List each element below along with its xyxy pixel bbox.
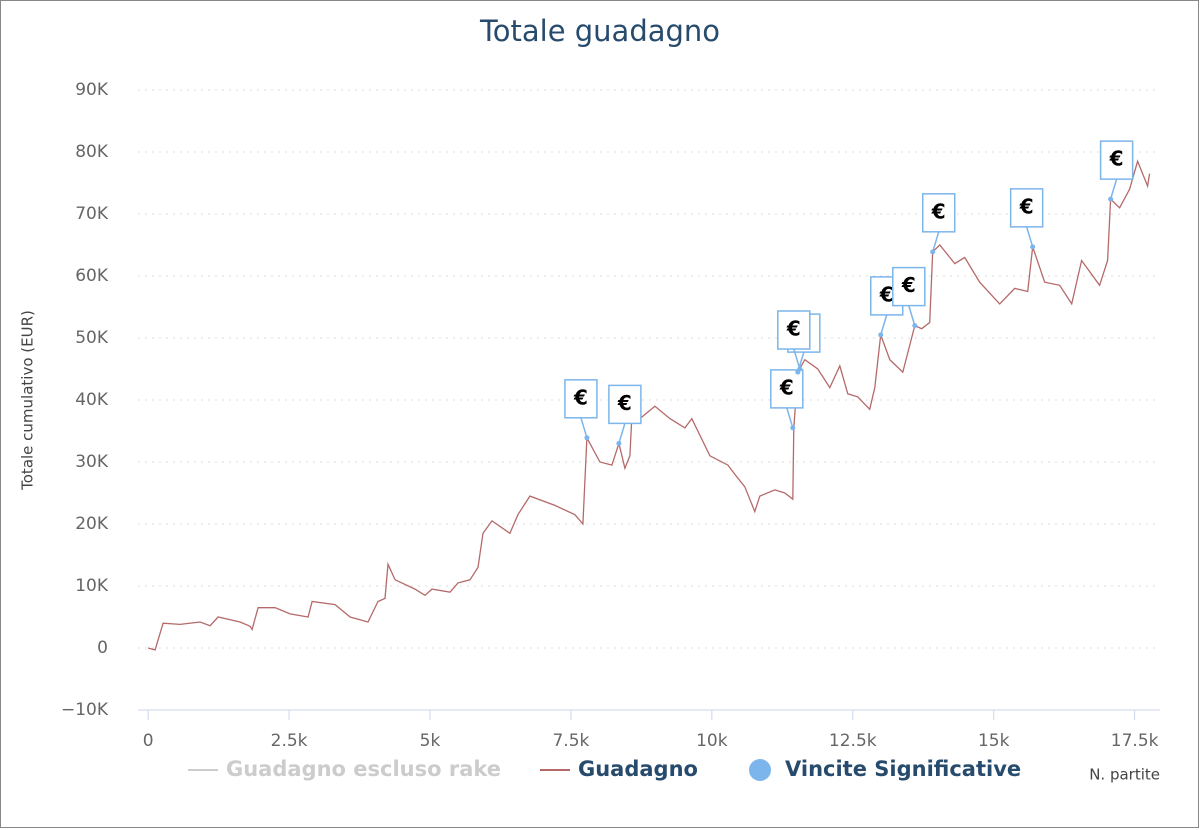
legend-label: Guadagno [578,757,698,781]
chart-title: Totale guadagno [479,14,720,48]
x-tick-label: 2.5k [271,731,308,751]
y-tick-label: 80K [75,142,109,162]
flag-label: € [1019,194,1034,218]
scatter-point [878,332,884,338]
flag-connector [793,348,801,370]
y-axis-title: Totale cumulativo (EUR) [19,310,37,491]
flag-connector [786,407,794,429]
flag-label: € [573,385,588,409]
y-tick-label: 70K [75,204,109,224]
y-tick-label: 0 [97,638,108,658]
flag-box [770,369,804,409]
y-tick-label: 60K [75,266,109,286]
scatter-point [797,366,803,372]
scatter-point [584,435,590,441]
scatter-point [790,425,796,431]
x-tick-label: 12.5k [829,731,877,751]
scatter-point [616,440,622,446]
y-tick-label: −10K [61,700,109,720]
y-tick-label: 90K [75,80,109,100]
legend-item[interactable]: Guadagno escluso rake [188,757,501,781]
x-tick-label: 10k [696,731,728,751]
flag-box [921,193,956,233]
flag-box [892,266,926,307]
flag-connector [908,305,916,326]
legend-item[interactable]: Guadagno [540,757,698,781]
y-tick-label: 50K [75,328,109,348]
line-series [147,159,1151,651]
flag-label: € [1109,147,1124,171]
flag-label: € [617,391,632,415]
flag-connector [880,314,888,336]
y-tick-label: 10K [75,576,109,596]
scatter-point [1108,196,1114,202]
flag-box [608,384,642,425]
scatter-point [912,323,918,329]
x-axis-title: N. partite [1089,766,1160,784]
flag-box [777,310,811,350]
flag-label: € [786,317,801,341]
flag-label: € [879,282,894,306]
scatter-point [930,249,936,255]
flag-box [1099,140,1134,180]
legend-label: Guadagno escluso rake [226,757,501,781]
flag-connector [580,417,588,439]
x-tick-label: 5k [420,731,441,751]
legend-label: Vincite Significative [785,757,1021,781]
x-tick-label: 15k [978,731,1010,751]
x-tick-label: 0 [143,731,154,751]
y-tick-label: 40K [75,390,109,410]
legend-item[interactable]: Vincite Significative [749,757,1021,781]
y-tick-label: 30K [75,452,109,472]
flag-connector [1109,178,1118,200]
flag-label: € [931,199,946,223]
flag-connector [931,231,940,253]
flag-connector [1025,226,1034,248]
flag-box [1009,188,1044,228]
y-tick-label: 20K [75,514,109,534]
flag-box [564,379,598,419]
flag-connector [618,423,626,444]
x-tick-label: 17.5k [1111,731,1159,751]
legend-symbol [749,759,771,781]
flag-label: € [901,273,916,297]
x-tick-label: 7.5k [552,731,589,751]
scatter-point [1030,244,1036,250]
flag-label: € [779,375,794,399]
